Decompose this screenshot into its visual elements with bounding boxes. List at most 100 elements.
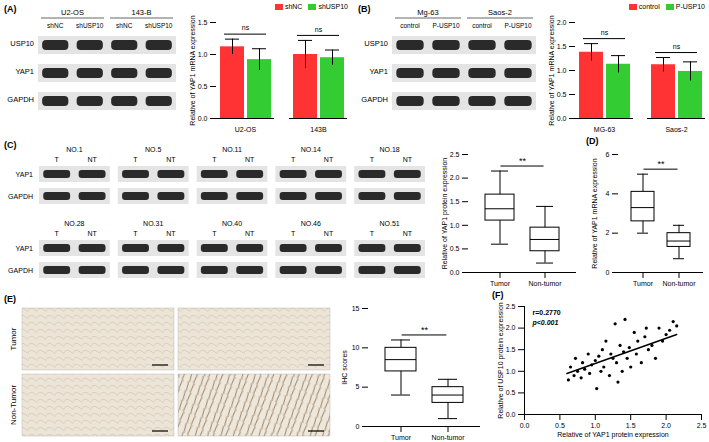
svg-text:2.5: 2.5 bbox=[506, 303, 516, 310]
svg-text:NO.40: NO.40 bbox=[222, 220, 242, 227]
svg-text:NO.1: NO.1 bbox=[66, 146, 82, 153]
svg-text:1.0: 1.0 bbox=[506, 368, 516, 375]
svg-text:143B: 143B bbox=[310, 126, 327, 133]
svg-text:p<0.001: p<0.001 bbox=[532, 319, 559, 327]
svg-text:T: T bbox=[370, 156, 375, 163]
svg-text:2.0: 2.0 bbox=[557, 19, 567, 26]
svg-text:ns: ns bbox=[315, 26, 323, 33]
svg-text:T: T bbox=[212, 230, 217, 237]
svg-text:5: 5 bbox=[356, 383, 360, 390]
svg-text:YAP1: YAP1 bbox=[369, 67, 388, 76]
svg-text:Tumor: Tumor bbox=[633, 280, 654, 287]
svg-text:NO.5: NO.5 bbox=[145, 146, 161, 153]
svg-text:10: 10 bbox=[352, 344, 360, 351]
svg-text:2.0: 2.0 bbox=[506, 324, 516, 331]
svg-text:NT: NT bbox=[166, 230, 176, 237]
svg-text:2.0: 2.0 bbox=[450, 174, 460, 181]
svg-text:**: ** bbox=[421, 325, 429, 335]
svg-text:T: T bbox=[55, 156, 60, 163]
svg-text:MG-63: MG-63 bbox=[594, 126, 616, 133]
svg-text:1.5: 1.5 bbox=[198, 19, 208, 26]
svg-text:**: ** bbox=[519, 156, 527, 166]
svg-text:control: control bbox=[472, 22, 492, 29]
svg-text:control: control bbox=[400, 22, 420, 29]
svg-text:ns: ns bbox=[242, 24, 250, 31]
svg-text:0.0: 0.0 bbox=[520, 422, 530, 429]
svg-text:1.5: 1.5 bbox=[626, 422, 636, 429]
svg-text:Relative of YAP1 protein expre: Relative of YAP1 protein expression bbox=[441, 158, 449, 270]
svg-text:NT: NT bbox=[166, 156, 176, 163]
svg-text:NT: NT bbox=[324, 230, 334, 237]
svg-text:T: T bbox=[370, 230, 375, 237]
svg-text:NT: NT bbox=[87, 156, 97, 163]
svg-text:Saos-2: Saos-2 bbox=[488, 8, 512, 17]
svg-text:2: 2 bbox=[606, 229, 610, 236]
svg-text:NO.14: NO.14 bbox=[301, 146, 321, 153]
svg-text:T: T bbox=[212, 156, 217, 163]
svg-text:T: T bbox=[133, 230, 138, 237]
svg-text:T: T bbox=[291, 230, 296, 237]
svg-text:4: 4 bbox=[606, 190, 610, 197]
svg-text:1.5: 1.5 bbox=[450, 198, 460, 205]
svg-text:Non-tumor: Non-tumor bbox=[528, 280, 562, 287]
svg-text:0.0: 0.0 bbox=[506, 411, 516, 418]
svg-text:1.0: 1.0 bbox=[590, 422, 600, 429]
svg-text:0.5: 0.5 bbox=[555, 422, 565, 429]
svg-text:T: T bbox=[291, 156, 296, 163]
svg-text:ns: ns bbox=[673, 43, 681, 50]
svg-text:2.0: 2.0 bbox=[661, 422, 671, 429]
svg-text:T: T bbox=[133, 156, 138, 163]
svg-text:15: 15 bbox=[352, 305, 360, 312]
svg-text:Relative of YAP1 protein expre: Relative of YAP1 protein expression bbox=[557, 431, 669, 439]
svg-text:0.0: 0.0 bbox=[450, 269, 460, 276]
svg-text:U2-OS: U2-OS bbox=[235, 126, 257, 133]
svg-text:U2-OS: U2-OS bbox=[61, 8, 84, 17]
svg-text:GAPDH: GAPDH bbox=[8, 267, 33, 274]
svg-text:1.0: 1.0 bbox=[198, 51, 208, 58]
svg-text:Relative of YAP1 mRNA expressi: Relative of YAP1 mRNA expression bbox=[548, 15, 556, 125]
svg-text:shNC: shNC bbox=[116, 22, 133, 29]
svg-text:Relative of YAP1 mRNA expressi: Relative of YAP1 mRNA expression bbox=[189, 15, 197, 125]
svg-text:Non-tumor: Non-tumor bbox=[431, 434, 465, 441]
svg-text:shUSP10: shUSP10 bbox=[145, 22, 173, 29]
svg-text:(B): (B) bbox=[358, 4, 371, 14]
svg-text:Mg-63: Mg-63 bbox=[417, 8, 438, 17]
svg-text:NT: NT bbox=[403, 230, 413, 237]
svg-text:r=0.2770: r=0.2770 bbox=[533, 309, 561, 316]
svg-text:Relative of YAP1 mRNA expressi: Relative of YAP1 mRNA expression bbox=[591, 158, 599, 268]
svg-text:(E): (E) bbox=[4, 294, 16, 304]
svg-text:Saos-2: Saos-2 bbox=[665, 126, 687, 133]
svg-text:GAPDH: GAPDH bbox=[8, 193, 33, 200]
svg-text:2.5: 2.5 bbox=[450, 151, 460, 158]
svg-text:NT: NT bbox=[245, 230, 255, 237]
svg-text:NO.31: NO.31 bbox=[143, 220, 163, 227]
svg-text:NT: NT bbox=[87, 230, 97, 237]
svg-text:P-USP10: P-USP10 bbox=[504, 22, 531, 29]
svg-text:0.5: 0.5 bbox=[198, 83, 208, 90]
svg-text:0.5: 0.5 bbox=[450, 245, 460, 252]
svg-text:ns: ns bbox=[601, 29, 609, 36]
svg-text:NO.18: NO.18 bbox=[379, 146, 399, 153]
svg-text:Non-tumor: Non-tumor bbox=[662, 280, 696, 287]
svg-text:2.5: 2.5 bbox=[697, 422, 707, 429]
svg-text:0.0: 0.0 bbox=[198, 115, 208, 122]
svg-text:NT: NT bbox=[245, 156, 255, 163]
svg-text:YAP1: YAP1 bbox=[16, 171, 33, 178]
svg-text:1.5: 1.5 bbox=[506, 346, 516, 353]
svg-text:NT: NT bbox=[324, 156, 334, 163]
svg-text:GAPDH: GAPDH bbox=[361, 95, 388, 104]
svg-text:USP10: USP10 bbox=[10, 39, 34, 48]
svg-text:Tumor: Tumor bbox=[9, 327, 18, 350]
svg-text:0.0: 0.0 bbox=[557, 115, 567, 122]
svg-text:(C): (C) bbox=[4, 140, 17, 150]
svg-text:shNC: shNC bbox=[47, 22, 64, 29]
svg-text:NO.11: NO.11 bbox=[222, 146, 242, 153]
svg-text:NO.28: NO.28 bbox=[64, 220, 84, 227]
svg-text:YAP1: YAP1 bbox=[16, 245, 33, 252]
svg-text:USP10: USP10 bbox=[364, 39, 388, 48]
svg-text:(A): (A) bbox=[4, 4, 17, 14]
svg-text:NO.51: NO.51 bbox=[379, 220, 399, 227]
svg-text:0.5: 0.5 bbox=[557, 91, 567, 98]
svg-text:Non-Tumor: Non-Tumor bbox=[9, 385, 18, 425]
svg-text:Tumor: Tumor bbox=[490, 280, 511, 287]
